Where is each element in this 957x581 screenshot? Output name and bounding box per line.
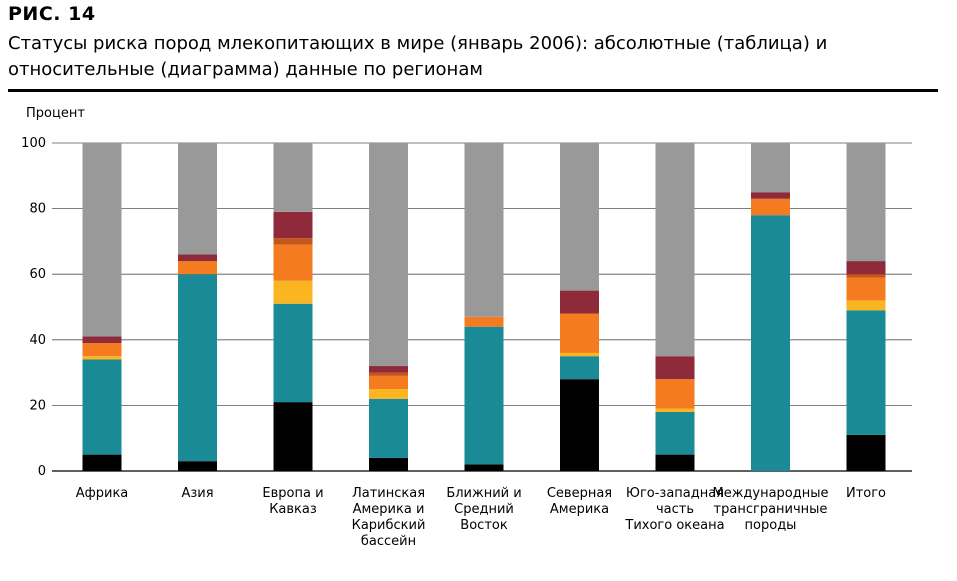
x-tick-label-line: Азия [181,486,214,501]
x-tick-label: Международные трансграничные породы [711,486,831,534]
x-tick-label: Ближний и Средний Восток [424,486,544,534]
x-tick-label: Северная Америка [520,486,640,518]
bar-segment [464,316,504,327]
x-tick-label-line: Юго-западная [625,486,725,501]
x-tick-label-line: бассейн [360,534,417,549]
bar-segment [560,379,599,471]
bar-segment [273,244,313,281]
x-tick-label-line: Средний [454,502,514,517]
bar-segment [273,303,313,403]
bar-segment [369,372,408,376]
bar-segment [178,461,217,471]
x-tick-label: Африка [42,486,162,502]
x-tick-label: Европа и Кавказ [233,486,353,518]
bar-segment [751,192,790,199]
x-tick-label-line: Восток [460,518,508,533]
bar-segment [178,143,217,255]
figure-label: РИС. 14 [8,3,96,25]
bar-segment [560,313,599,353]
bar-segment [369,457,408,471]
bar-segment [82,359,122,455]
bar-segment [82,343,122,357]
x-tick-label-line: Африка [75,486,129,501]
bar-segment [846,310,886,435]
x-tick-label-line: Тихого океана [625,518,725,533]
bar-segment [464,464,504,471]
bar-segment [273,280,313,304]
bar-segment [369,389,408,399]
x-tick-label: Латинская Америка и Карибский бассейн [329,486,449,550]
bar-segment [846,277,886,301]
x-tick-label-line: Кавказ [269,502,317,517]
y-tick-label: 0 [38,464,46,479]
bar-segment [82,454,122,471]
bar-segment [369,366,408,373]
bar-segment [846,261,886,275]
chart-title: Статусы риска пород млекопитающих в мире… [8,33,828,80]
bar-segment [273,238,313,245]
x-tick-label-line: трансграничные [713,502,828,517]
x-tick-label-line: часть [655,502,695,517]
bar-segment [273,143,313,212]
y-tick-label: 100 [21,136,46,151]
x-tick-label: Юго-западная часть Тихого океана [615,486,735,534]
bar-segment [369,143,408,367]
x-tick-label-line: Европа и [262,486,324,501]
bar-segment [560,143,599,291]
bar-segment [655,408,695,412]
bar-segment [560,290,599,314]
bar-segment [82,336,122,344]
bar-segment [464,143,504,317]
y-tick-label: 20 [29,398,46,413]
bar-segment [369,375,408,389]
bar-segment [655,454,695,471]
bar-segment [655,143,695,357]
x-tick-label-line: Латинская [351,486,426,501]
bar-segment [369,398,408,458]
x-tick-label-line: Международные [712,486,829,501]
bar-segment [560,356,599,380]
title-rule [8,89,938,92]
bar-segment [751,215,790,471]
bar-segment [560,352,599,357]
bar-segment [178,261,217,275]
bar-segment [273,211,313,239]
bar-segment [273,402,313,471]
bar-segment [464,326,504,465]
bar-segment [655,356,695,380]
bar-segment [655,411,695,455]
x-tick-label-line: Америка [549,502,610,517]
x-tick-label-line: Северная [546,486,613,501]
x-tick-label: Азия [138,486,258,502]
bar-segment [846,300,886,311]
bar-segment [178,274,217,462]
bar-segment [82,356,122,360]
bar-segment [751,143,790,193]
x-tick-label: Итого [806,486,926,502]
y-tick-label: 40 [29,333,46,348]
y-tick-label: 80 [29,202,46,217]
bar-segment [846,274,886,278]
x-tick-label-line: Америка и [352,502,425,517]
bar-segment [178,254,217,262]
bar-segment [655,379,695,409]
x-tick-label-line: Ближний и [446,486,522,501]
y-tick-label: 60 [29,267,46,282]
x-tick-label-line: породы [744,518,797,533]
x-tick-label-line: Карибский [351,518,426,533]
bar-segment [751,198,790,216]
y-axis-label: Процент [26,106,85,121]
bar-segment [846,143,886,262]
bar-segment [846,434,886,471]
bar-segment [82,143,122,337]
x-tick-label-line: Итого [845,486,887,501]
